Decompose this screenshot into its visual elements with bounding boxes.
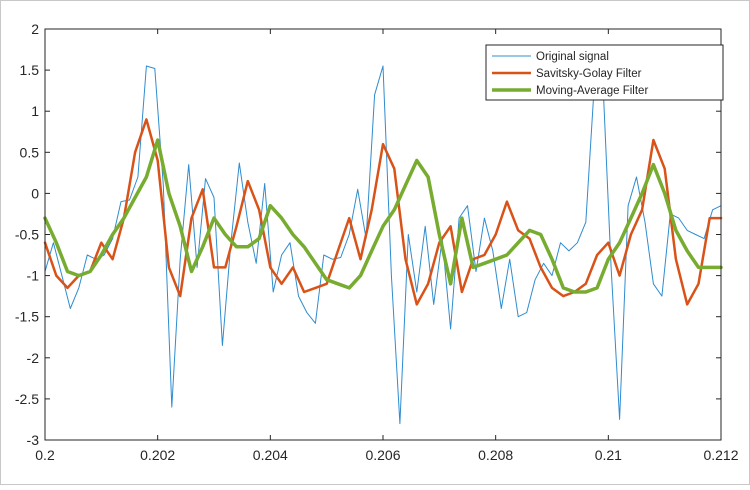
legend: Original signal Savitsky-Golay Filter Movi… bbox=[485, 44, 724, 101]
y-tick-label: -3 bbox=[27, 432, 40, 448]
y-tick-label: -1 bbox=[27, 268, 40, 284]
legend-label-1: Original signal bbox=[536, 51, 609, 63]
x-tick-label: 0.208 bbox=[478, 447, 513, 463]
x-axis-ticks: 0.2 0.202 0.204 0.206 0.208 0.21 0.212 bbox=[35, 29, 739, 463]
y-tick-label: 0.5 bbox=[20, 144, 40, 160]
y-tick-label: 1 bbox=[31, 103, 39, 119]
y-tick-label: 1.5 bbox=[20, 62, 40, 78]
series-line-1 bbox=[44, 65, 722, 425]
series-line-2 bbox=[43, 118, 723, 306]
x-tick-label: 0.212 bbox=[703, 447, 738, 463]
series-line-3 bbox=[43, 138, 723, 294]
y-tick-label: 0 bbox=[31, 185, 39, 201]
x-tick-label: 0.206 bbox=[365, 447, 400, 463]
legend-label-3: Moving-Average Filter bbox=[536, 85, 648, 97]
series-layer bbox=[43, 65, 723, 425]
x-tick-label: 0.21 bbox=[595, 447, 622, 463]
y-tick-label: -2 bbox=[27, 350, 40, 366]
x-tick-label: 0.202 bbox=[140, 447, 175, 463]
y-axis-ticks: -3 -2.5 -2 -1.5 -1 -0.5 0 0.5 1 1.5 2 bbox=[15, 21, 721, 448]
y-tick-label: 2 bbox=[31, 21, 39, 37]
y-tick-label: -0.5 bbox=[15, 227, 39, 243]
x-tick-label: 0.204 bbox=[253, 447, 288, 463]
y-tick-label: -2.5 bbox=[15, 391, 39, 407]
legend-label-2: Savitsky-Golay Filter bbox=[536, 68, 642, 80]
x-tick-label: 0.2 bbox=[35, 447, 55, 463]
y-tick-label: -1.5 bbox=[15, 309, 39, 325]
